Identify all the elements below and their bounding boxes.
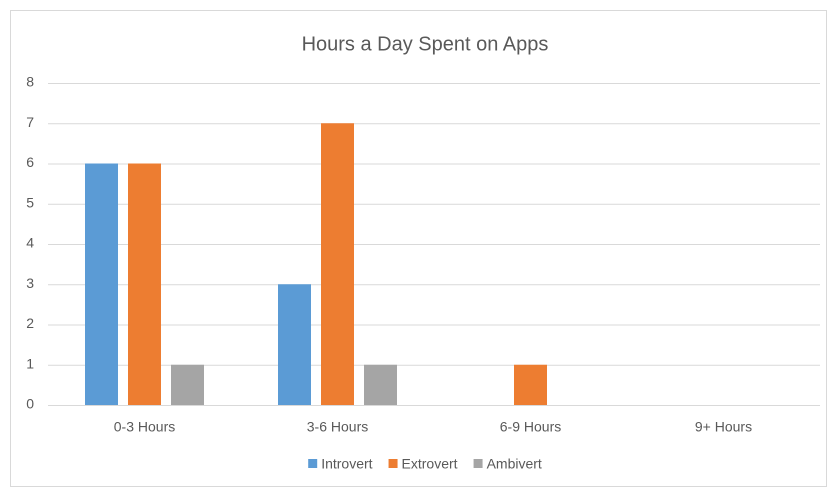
y-tick-label: 0 xyxy=(26,396,34,412)
x-tick-label: 0-3 Hours xyxy=(114,419,175,435)
x-tick-label: 3-6 Hours xyxy=(307,419,368,435)
bar xyxy=(85,163,118,405)
legend-swatch xyxy=(388,459,398,468)
y-tick-label: 3 xyxy=(26,275,34,291)
legend-label: Introvert xyxy=(321,456,372,472)
legend-swatch xyxy=(473,459,483,468)
y-tick-label: 5 xyxy=(26,194,34,210)
bar xyxy=(364,364,397,405)
bar xyxy=(321,123,354,405)
legend-label: Ambivert xyxy=(487,456,542,472)
legend-label: Extrovert xyxy=(402,456,458,472)
y-tick-label: 4 xyxy=(26,235,34,251)
y-tick-label: 8 xyxy=(26,74,34,90)
y-tick-label: 7 xyxy=(26,114,34,130)
x-tick-label: 6-9 Hours xyxy=(500,419,561,435)
y-tick-label: 2 xyxy=(26,315,34,331)
bar xyxy=(128,163,161,405)
y-tick-label: 6 xyxy=(26,154,34,170)
legend-swatch xyxy=(308,459,318,468)
x-tick-label: 9+ Hours xyxy=(695,419,752,435)
bar xyxy=(514,364,547,405)
chart-title: Hours a Day Spent on Apps xyxy=(302,33,549,55)
y-tick-label: 1 xyxy=(26,355,34,371)
bar xyxy=(171,364,204,405)
bar xyxy=(278,284,311,405)
